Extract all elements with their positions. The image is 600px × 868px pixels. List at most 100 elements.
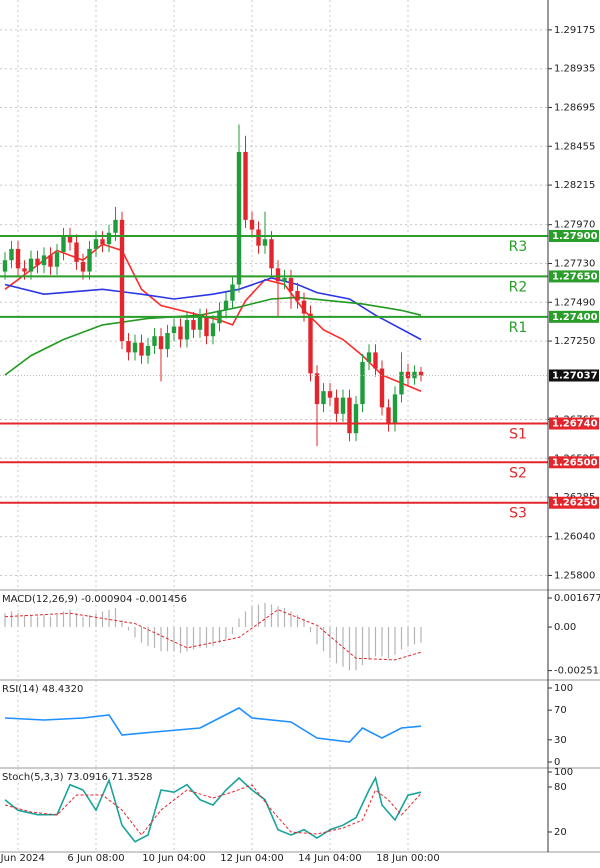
y-tick-label: 30 [554,735,567,746]
current-price-label: 1.27037 [552,370,598,381]
candle-body [204,316,209,337]
candle-body [210,323,216,337]
candle-body [100,239,105,245]
candle-body [288,278,294,291]
candle-body [145,345,151,356]
level-tag-label: 1.27400 [552,312,598,323]
candle-body [295,290,300,301]
y-tick-label: 1.28695 [554,102,595,113]
candle-body [178,326,183,340]
candle-body [282,278,287,282]
candle-body [126,341,131,353]
candle-body [405,371,411,379]
candle-body [158,336,164,350]
candle-body [28,258,34,272]
candle-body [399,371,404,395]
level-tag [549,310,599,323]
candle-body [269,239,274,269]
candle-body [223,300,229,311]
candle-body [275,268,281,282]
y-tick-label: 0.00 [554,622,576,633]
indicator-line [4,609,422,661]
indicator-line [4,784,422,836]
y-tick-label: 100 [554,767,573,778]
candle-body [184,320,190,340]
level-tag [549,456,599,469]
y-tick-label: 1.29175 [554,25,595,36]
candle-body [152,336,157,346]
candle-body [171,326,177,333]
candle-body [392,394,398,424]
candle-body [113,219,118,233]
x-tick-label: 18 Jun 00:00 [376,853,440,864]
y-tick-label: 20 [554,827,567,838]
candle-body [321,391,326,405]
y-tick-label: 100 [554,683,573,694]
level-name: S2 [509,465,527,481]
candle-body [353,404,359,434]
candle-body [93,239,99,249]
candle-body [301,300,307,314]
candle-body [418,371,424,376]
level-tag-label: 1.26250 [552,498,598,509]
panel-title: Stoch(5,3,3) 73.0916 71.3528 [2,772,153,783]
candle-body [2,260,8,272]
candle-body [256,229,261,246]
candle-body [379,368,385,408]
candle-body [74,242,79,262]
candle-body [236,151,242,285]
candle-body [9,248,14,261]
candle-body [48,255,53,267]
candle-body [262,239,268,246]
level-name: S1 [509,427,527,443]
level-tag-label: 1.27650 [552,271,598,282]
candle-body [340,397,346,414]
level-tag [549,270,599,283]
y-tick-label: 1.27250 [554,336,595,347]
candle-body [191,320,196,330]
candle-body [35,258,40,266]
level-tag [549,230,599,242]
candle-body [87,248,92,272]
candle-body [22,268,27,272]
panel-title: MACD(12,26,9) -0.000904 -0.001456 [2,594,187,605]
candle-body [67,236,73,243]
y-tick-label: 1.26040 [554,532,595,543]
level-name: R1 [509,320,528,336]
y-tick-label: 1.28215 [554,180,595,191]
indicator-line [4,296,422,376]
candle-body [243,151,248,220]
candle-body [15,248,21,269]
candle-body [230,284,235,301]
candle-body [61,236,66,253]
y-tick-label: 1.25800 [554,570,595,581]
level-tag-label: 1.26500 [552,457,598,468]
level-name: S3 [509,506,527,522]
candle-body [308,313,313,374]
candle-body [334,397,339,414]
candle-body [41,255,47,266]
current-price-tag [549,369,599,382]
level-tag [549,417,599,430]
candle-body [314,373,320,405]
candle-body [366,352,372,363]
x-tick-label: 12 Jun 04:00 [220,853,284,864]
candle-body [327,391,333,398]
level-tag-label: 1.26740 [552,419,598,430]
candle-body [139,342,144,356]
candle-body [386,407,391,424]
level-name: R2 [509,279,528,295]
candle-body [197,316,203,330]
y-tick-label: 1.27730 [554,258,595,269]
indicator-line [4,707,422,743]
candle-body [347,397,352,434]
indicator-line [4,775,422,843]
y-tick-label: 1.27490 [554,297,595,308]
level-tag [549,496,599,509]
candle-body [80,261,86,272]
level-name: R3 [509,239,528,255]
x-tick-label: 4 Jun 2024 [0,853,45,864]
panel-title: RSI(14) 48.4320 [2,684,83,695]
